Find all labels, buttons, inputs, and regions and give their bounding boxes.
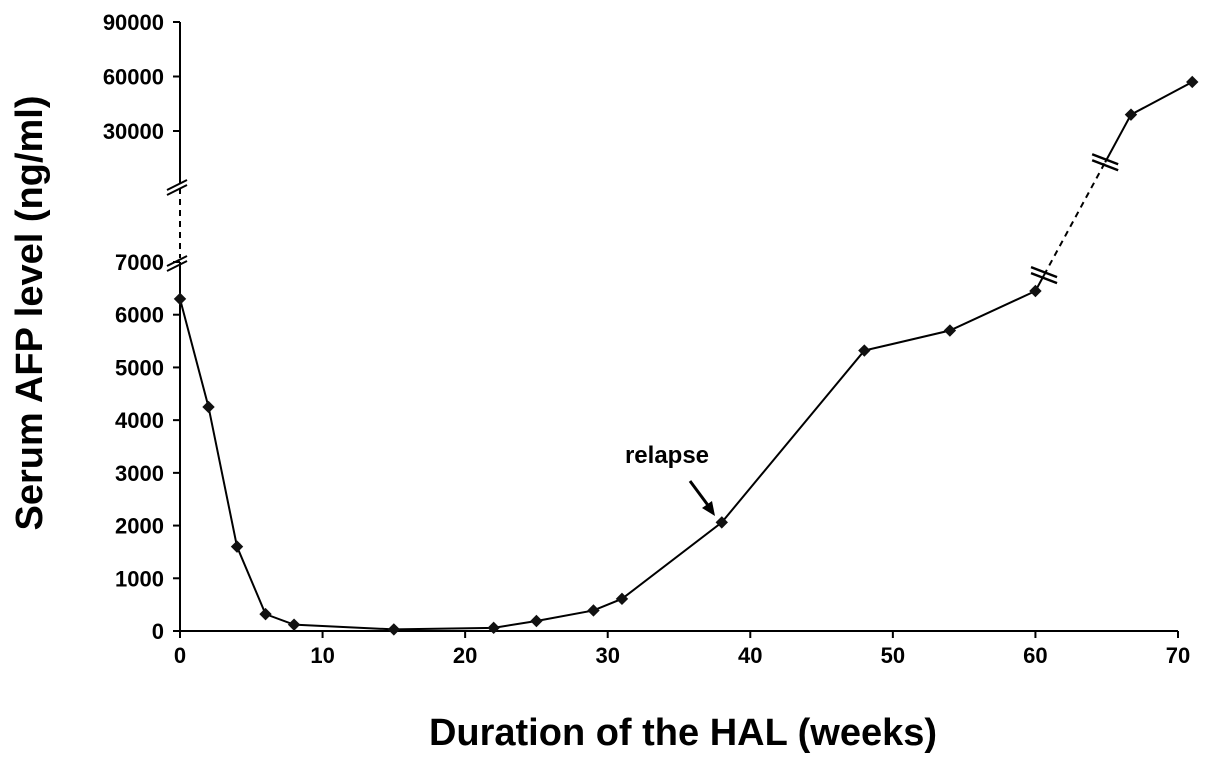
y-axis-break-mark-bottom	[166, 255, 188, 272]
x-tick-label: 30	[595, 643, 619, 668]
data-point	[1029, 284, 1042, 298]
series-break-solid	[1104, 114, 1132, 163]
data-point	[1186, 75, 1199, 89]
x-ticks: 0 10 20 30 40 50 60 70	[174, 631, 1190, 668]
x-tick-label: 60	[1023, 643, 1047, 668]
data-point	[173, 292, 187, 306]
y-tick-label: 1000	[115, 566, 164, 591]
data-point	[487, 621, 500, 635]
data-point	[230, 540, 244, 553]
relapse-label: relapse	[625, 442, 709, 469]
x-tick-label: 10	[310, 643, 334, 668]
y-tick-label: 60000	[103, 65, 164, 90]
data-point	[615, 592, 629, 606]
x-tick-label: 70	[1166, 643, 1190, 668]
data-point	[1124, 108, 1138, 121]
series-break-mark-upper	[1091, 153, 1119, 172]
y-tick-label: 90000	[103, 10, 164, 35]
y-tick-label: 7000	[115, 250, 164, 275]
axes: 0 1000 2000 3000 4000 5000 6000 7000 30000 60000…	[103, 10, 1190, 668]
data-point	[587, 604, 600, 617]
x-tick-label: 40	[738, 643, 762, 668]
y-tick-label: 2000	[115, 514, 164, 539]
series-break-mark-lower	[1030, 265, 1058, 285]
data-point	[387, 623, 401, 636]
data-point	[202, 400, 215, 414]
y-tick-label: 4000	[115, 408, 164, 433]
relapse-arrow-head	[702, 501, 715, 516]
series-break-dash	[1043, 161, 1107, 276]
data-point	[943, 324, 957, 337]
y-tick-label: 0	[152, 619, 164, 644]
y-tick-label: 3000	[115, 461, 164, 486]
x-tick-label: 50	[881, 643, 905, 668]
y-tick-label: 5000	[115, 355, 164, 380]
series-lines	[179, 81, 1193, 631]
x-tick-label: 0	[174, 643, 186, 668]
series-markers	[173, 75, 1199, 636]
data-point	[287, 618, 301, 631]
relapse-arrow	[688, 480, 712, 509]
y-ticks-upper: 30000 60000 90000	[103, 10, 180, 144]
series-line-upper	[1130, 81, 1193, 116]
series-line-lower	[179, 290, 1036, 631]
x-tick-label: 20	[453, 643, 477, 668]
x-axis-title: Duration of the HAL (weeks)	[429, 712, 937, 754]
data-point	[858, 344, 871, 357]
data-point	[530, 614, 543, 628]
relapse-annotation: relapse	[625, 442, 715, 516]
y-axis-title: Serum AFP level (ng/ml)	[9, 96, 51, 531]
data-point	[715, 516, 728, 529]
y-tick-label: 30000	[103, 119, 164, 144]
y-axis-break-mark-top	[166, 179, 188, 196]
y-tick-label: 6000	[115, 303, 164, 328]
y-ticks-lower: 0 1000 2000 3000 4000 5000 6000 7000	[115, 250, 180, 644]
data-point	[259, 607, 272, 621]
